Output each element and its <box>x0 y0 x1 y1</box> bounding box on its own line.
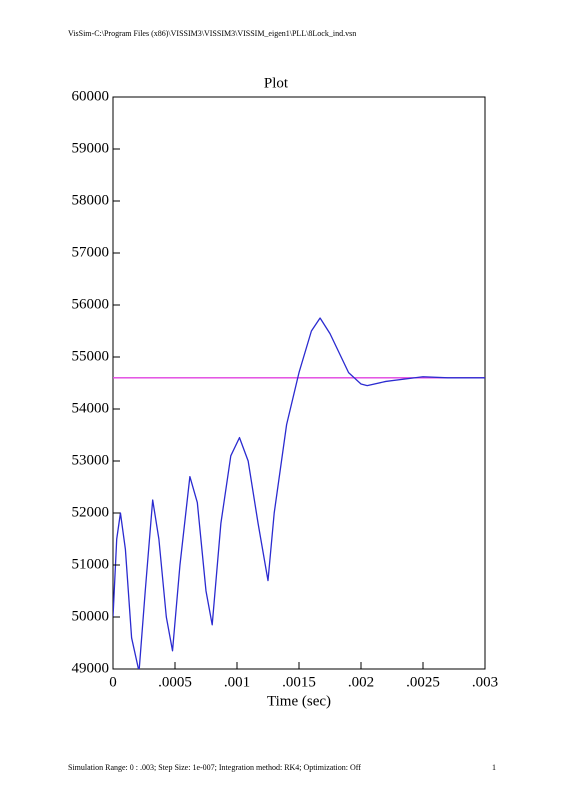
x-tick-label: .001 <box>224 674 250 690</box>
x-tick-label: .0025 <box>406 674 440 690</box>
chart-title: Plot <box>264 75 289 91</box>
plot-frame <box>112 96 486 670</box>
y-tick-label: 60000 <box>72 88 110 104</box>
y-tick-label: 50000 <box>72 608 110 624</box>
y-tick-label: 59000 <box>72 140 110 156</box>
x-tick-label: .003 <box>472 674 498 690</box>
y-tick-label: 55000 <box>72 348 110 364</box>
y-tick-label: 52000 <box>72 504 110 520</box>
y-tick-label: 58000 <box>72 192 110 208</box>
x-tick-label: 0 <box>109 674 117 690</box>
y-tick-label: 53000 <box>72 452 110 468</box>
x-tick-label: .002 <box>348 674 374 690</box>
y-tick-label: 56000 <box>72 296 110 312</box>
plot-area <box>113 317 485 669</box>
data-line <box>113 317 485 669</box>
simulation-info: Simulation Range: 0 : .003; Step Size: 1… <box>68 763 361 772</box>
y-tick-label: 54000 <box>72 400 110 416</box>
y-tick-label: 49000 <box>72 660 110 676</box>
x-tick-label: .0005 <box>158 674 192 690</box>
x-axis-label: Time (sec) <box>267 693 331 709</box>
y-tick-label: 57000 <box>72 244 110 260</box>
y-tick-label: 51000 <box>72 556 110 572</box>
file-path: VisSim-C:\Program Files (x86)\VISSIM3\VI… <box>68 29 356 38</box>
x-tick-label: .0015 <box>282 674 316 690</box>
page-number: 1 <box>492 763 496 772</box>
